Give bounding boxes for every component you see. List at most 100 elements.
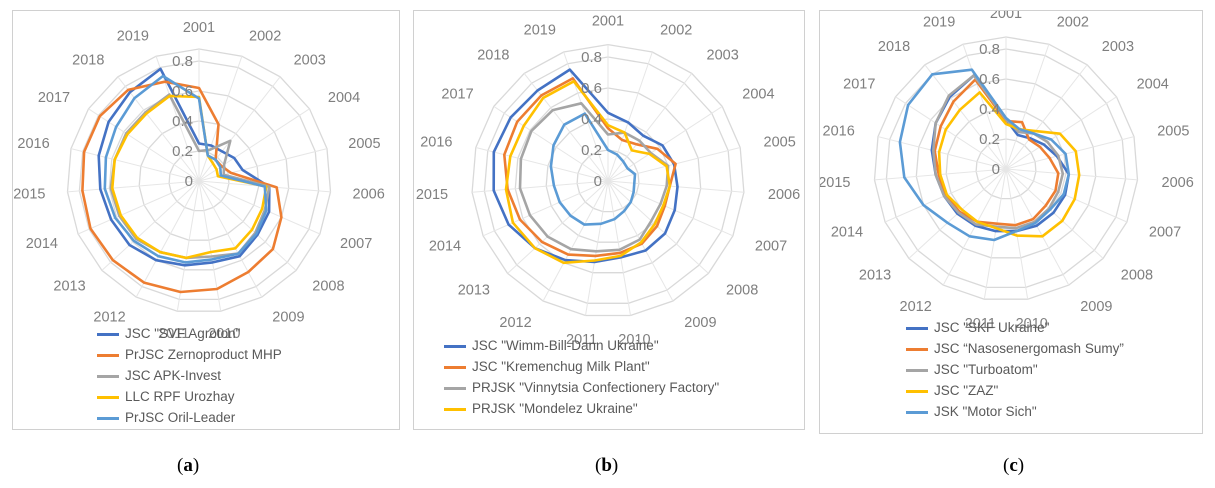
category-label-2005: 2005 (764, 135, 796, 151)
category-label-2012: 2012 (900, 299, 932, 315)
legend-label: JSC "Kremenchug Milk Plant" (472, 359, 650, 374)
spoke-2007 (1005, 168, 1128, 223)
radial-tick-label: 0.2 (172, 143, 193, 160)
spoke-2015 (67, 180, 200, 193)
spoke-2016 (475, 147, 609, 182)
series-line-4 (111, 94, 268, 260)
category-label-2007: 2007 (1149, 225, 1181, 241)
category-label-2005: 2005 (1157, 124, 1189, 140)
grid-ring-0.8 (483, 56, 733, 304)
radial-tick-label: 0.4 (979, 101, 1000, 118)
caption-a-letter: a (183, 455, 193, 476)
category-label-2007: 2007 (340, 236, 372, 252)
legend-label: JSC "Wimm-Bill-Dann Ukraine" (472, 338, 659, 353)
legend-swatch (97, 396, 119, 399)
caption-a: (a) (177, 455, 200, 476)
spoke-2012 (542, 180, 609, 302)
category-label-2006: 2006 (768, 187, 800, 203)
category-label-2007: 2007 (755, 238, 787, 254)
radial-tick-label: 0.8 (581, 49, 602, 66)
radial-tick-label: 0.8 (172, 53, 193, 70)
category-label-2006: 2006 (353, 187, 385, 203)
grid-ring-0.8 (78, 60, 320, 301)
legend-swatch (97, 354, 119, 357)
legend-label: LLC RPF Urozhay (125, 389, 235, 404)
spoke-2017 (493, 105, 609, 182)
grid-ring-outer (873, 36, 1139, 300)
spoke-2014 (77, 180, 200, 235)
series-line-3 (932, 74, 1065, 230)
category-label-2001: 2001 (990, 11, 1022, 22)
caption-b: (b) (595, 455, 619, 476)
spoke-2002 (1005, 44, 1050, 170)
category-label-2002: 2002 (1057, 15, 1089, 31)
category-label-2017: 2017 (441, 86, 473, 102)
spoke-2004 (607, 105, 723, 182)
category-label-2010: 2010 (618, 332, 650, 348)
spoke-2010 (1005, 168, 1029, 300)
category-label-2004: 2004 (1137, 77, 1169, 93)
spoke-2017 (895, 96, 1007, 170)
category-label-2015: 2015 (820, 175, 851, 191)
category-label-2015: 2015 (13, 187, 45, 203)
legend-label: JSC "SVF Agroton" (125, 326, 241, 341)
spoke-2006 (607, 180, 744, 193)
category-label-2003: 2003 (707, 47, 739, 63)
legend-swatch (97, 333, 119, 336)
spoke-2011 (983, 168, 1007, 300)
category-label-2011: 2011 (158, 326, 189, 342)
category-label-2015: 2015 (416, 187, 448, 203)
radial-tick-label: 0.6 (581, 80, 602, 97)
radial-tick-label: 0.4 (172, 113, 193, 130)
category-label-2014: 2014 (429, 238, 461, 254)
spoke-2007 (198, 180, 321, 235)
category-label-2010: 2010 (208, 326, 240, 342)
series-line-1 (97, 67, 271, 267)
spoke-2012 (135, 180, 200, 298)
legend-swatch (444, 366, 466, 369)
category-label-2004: 2004 (742, 86, 774, 102)
grid-ring-0.8 (885, 48, 1127, 289)
radar-chart-b: 0 0.2 0.4 0.6 0.8 2001 2002 2003 2004 2005 2006 200… (416, 14, 800, 349)
category-label-2016: 2016 (17, 136, 49, 152)
legend-label: JSC "ZAZ" (934, 383, 999, 398)
category-label-2005: 2005 (348, 136, 380, 152)
legend-label: JSC "Turboatom" (934, 362, 1038, 377)
radar-panel-b: 0 0.2 0.4 0.6 0.8 2001 2002 2003 2004 2005 2006 200… (413, 10, 805, 430)
category-label-2009: 2009 (272, 309, 304, 325)
grid-ring-outer (471, 43, 745, 317)
legend-swatch (906, 411, 928, 414)
category-label-2019: 2019 (923, 15, 955, 31)
grid-ring-0.6 (915, 78, 1097, 259)
spoke-2010 (607, 180, 631, 316)
series-line-4 (504, 80, 672, 265)
category-label-2008: 2008 (726, 283, 758, 299)
category-label-2018: 2018 (878, 39, 910, 55)
spoke-2008 (607, 180, 709, 274)
grid-ring-outer (66, 48, 332, 312)
series-line-4 (937, 91, 1081, 238)
category-label-2013: 2013 (53, 278, 85, 294)
spoke-2009 (1005, 168, 1070, 286)
category-label-2008: 2008 (1121, 268, 1153, 284)
spoke-2006 (1005, 168, 1138, 181)
spoke-2013 (507, 180, 609, 274)
legend-label: JSC "SKF Ukraine" (934, 320, 1050, 335)
category-label-2001: 2001 (183, 20, 215, 36)
category-label-2014: 2014 (26, 236, 58, 252)
category-label-2012: 2012 (93, 309, 125, 325)
series-line-2 (503, 77, 677, 258)
category-label-2016: 2016 (420, 135, 452, 151)
category-label-2004: 2004 (328, 90, 360, 106)
spoke-2018 (117, 76, 200, 182)
category-label-2011: 2011 (965, 316, 996, 332)
legend-swatch (906, 348, 928, 351)
spoke-2019 (962, 44, 1007, 170)
category-label-2002: 2002 (249, 28, 281, 44)
radial-tick-label: 0.8 (979, 41, 1000, 58)
radial-tick-label: 0 (992, 161, 1000, 178)
legend-swatch (444, 345, 466, 348)
caption-c-letter: c (1009, 455, 1018, 476)
spoke-2018 (924, 64, 1007, 170)
spoke-2012 (942, 168, 1007, 286)
